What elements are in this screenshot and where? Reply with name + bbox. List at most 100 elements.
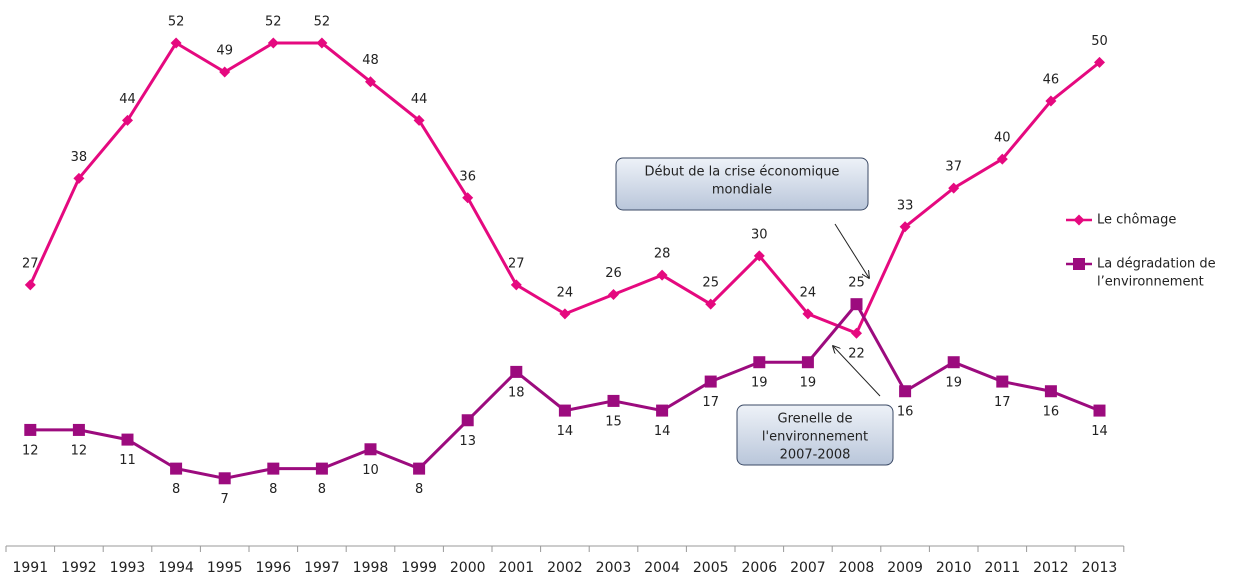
data-label: 8 xyxy=(318,482,326,497)
point xyxy=(267,462,280,475)
point xyxy=(364,443,377,456)
point xyxy=(1045,95,1057,107)
data-label: 25 xyxy=(702,276,719,291)
point xyxy=(461,414,474,427)
x-tick-label: 2000 xyxy=(450,560,486,574)
data-label: 30 xyxy=(751,227,768,242)
data-label: 10 xyxy=(362,463,379,478)
point xyxy=(899,385,912,398)
legend-label: Le chômage xyxy=(1097,213,1176,228)
annotation-box xyxy=(736,404,894,466)
data-label: 52 xyxy=(168,15,185,30)
series-line xyxy=(30,301,1101,480)
data-label: 15 xyxy=(605,414,622,429)
point xyxy=(267,37,279,49)
data-label: 38 xyxy=(71,150,88,165)
x-tick-label: 2001 xyxy=(498,560,534,574)
data-label: 26 xyxy=(605,266,622,281)
x-tick-label: 2012 xyxy=(1033,560,1069,574)
x-tick-label: 2002 xyxy=(547,560,583,574)
legend-label: La dégradation de xyxy=(1097,257,1216,272)
point xyxy=(558,404,571,417)
point xyxy=(1094,56,1105,68)
x-tick-label: 2009 xyxy=(887,560,923,574)
x-tick-label: 1998 xyxy=(353,560,389,574)
data-label: 18 xyxy=(508,385,525,400)
point xyxy=(510,279,522,291)
data-label: 7 xyxy=(221,492,229,507)
annotation-text: l'environnement xyxy=(762,430,868,445)
legend-marker xyxy=(1073,258,1085,270)
x-tick-label: 2010 xyxy=(936,560,972,574)
point xyxy=(218,472,231,485)
data-label: 17 xyxy=(994,395,1011,410)
data-label: 24 xyxy=(557,285,574,300)
x-tick-label: 1994 xyxy=(158,560,194,574)
data-label: 52 xyxy=(265,15,282,30)
data-label: 44 xyxy=(119,92,136,107)
data-label: 28 xyxy=(654,247,671,262)
x-tick-label: 2005 xyxy=(693,560,729,574)
point xyxy=(801,356,814,369)
data-label: 8 xyxy=(415,482,423,497)
data-label: 14 xyxy=(1091,424,1108,439)
point xyxy=(72,423,85,436)
annotation-text: mondiale xyxy=(712,183,772,198)
point xyxy=(705,298,717,310)
x-tick-label: 2008 xyxy=(839,560,875,574)
data-label: 11 xyxy=(119,453,136,468)
point xyxy=(656,269,668,281)
data-label: 37 xyxy=(945,160,962,175)
point xyxy=(802,308,814,320)
point xyxy=(656,404,669,417)
data-label: 16 xyxy=(1043,405,1060,420)
point xyxy=(851,327,862,339)
data-label: 27 xyxy=(22,256,39,271)
point xyxy=(753,250,765,262)
legend-marker xyxy=(1073,214,1085,226)
point xyxy=(24,279,36,291)
data-label: 48 xyxy=(362,53,379,68)
x-tick-label: 2013 xyxy=(1082,560,1118,574)
data-label: 50 xyxy=(1091,34,1108,49)
point xyxy=(1044,385,1057,398)
x-tick-label: 2011 xyxy=(984,560,1020,574)
data-label: 19 xyxy=(800,376,817,391)
x-tick-label: 2003 xyxy=(596,560,632,574)
data-label: 40 xyxy=(994,131,1011,146)
point xyxy=(121,433,134,446)
legend-label: l’environnement xyxy=(1097,275,1204,290)
x-tick-label: 1996 xyxy=(255,560,291,574)
annotation-box xyxy=(615,157,869,211)
annotation-text: 2007-2008 xyxy=(780,448,851,463)
point xyxy=(850,298,863,311)
x-tick-label: 1999 xyxy=(401,560,437,574)
data-label: 14 xyxy=(557,424,574,439)
data-label: 16 xyxy=(897,405,914,420)
point xyxy=(24,423,37,436)
data-label: 12 xyxy=(22,443,39,458)
point xyxy=(559,308,571,320)
point xyxy=(122,114,133,126)
point xyxy=(73,172,85,184)
data-label: 36 xyxy=(459,169,476,184)
point xyxy=(365,76,376,88)
point xyxy=(947,356,960,369)
data-label: 19 xyxy=(751,376,768,391)
annotation-text: Grenelle de xyxy=(778,412,853,427)
data-label: 19 xyxy=(945,376,962,391)
x-tick-label: 1995 xyxy=(207,560,243,574)
data-label: 25 xyxy=(848,276,865,291)
point xyxy=(704,375,717,388)
data-label: 24 xyxy=(800,285,817,300)
data-label: 46 xyxy=(1043,73,1060,88)
point xyxy=(607,394,620,407)
data-label: 27 xyxy=(508,256,525,271)
data-label: 13 xyxy=(459,434,476,449)
point xyxy=(170,462,183,475)
x-tick-label: 2006 xyxy=(741,560,777,574)
point xyxy=(510,365,523,378)
point xyxy=(462,192,474,204)
data-label: 12 xyxy=(71,443,88,458)
data-label: 49 xyxy=(216,44,233,59)
